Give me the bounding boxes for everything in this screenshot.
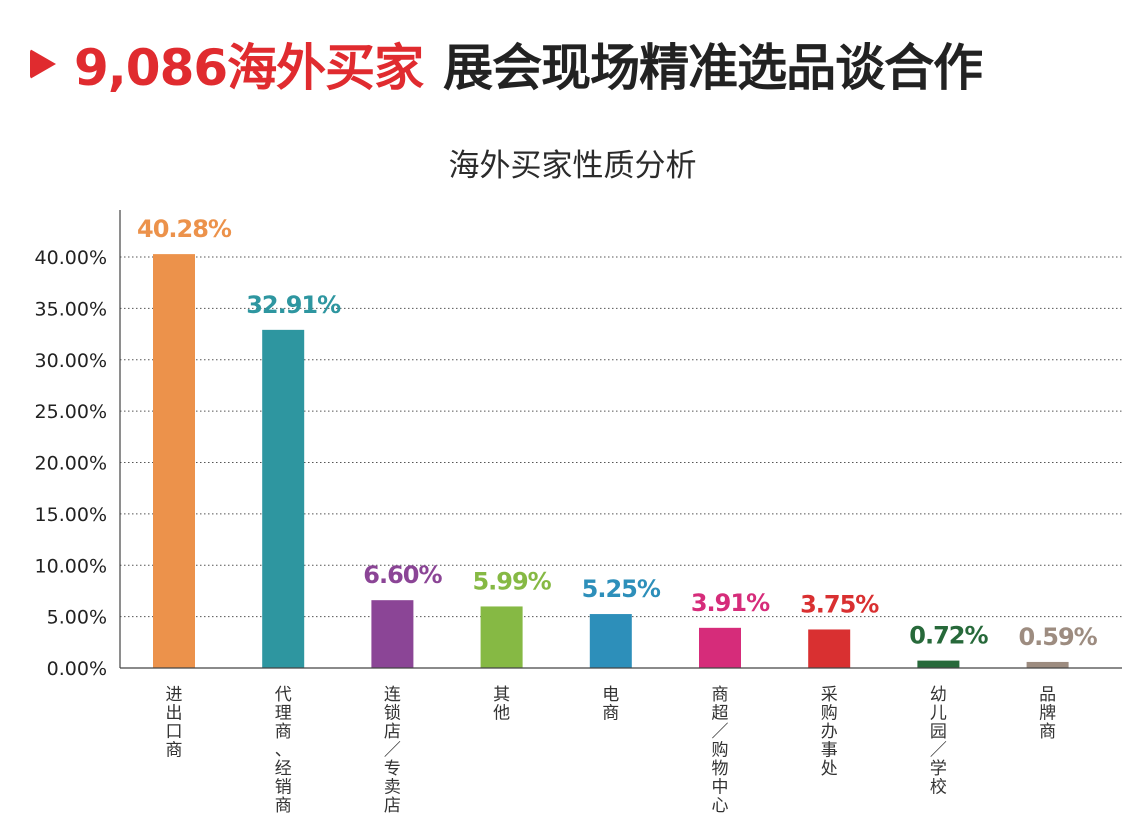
y-tick-label: 15.00%	[35, 504, 107, 526]
x-tick-char: 销	[275, 778, 292, 798]
x-tick-label: 幼儿园／学校	[930, 685, 947, 798]
bar	[1026, 661, 1069, 668]
buyer-count-headline: 9,086海外买家	[74, 39, 424, 97]
x-tick-char: 幼	[930, 685, 947, 705]
bar	[808, 629, 851, 668]
data-label: 3.91%	[691, 589, 770, 617]
x-tick-char: 口	[166, 722, 183, 742]
x-tick-char: 理	[275, 704, 292, 724]
x-tick-char: 商	[275, 722, 292, 742]
data-label: 32.91%	[246, 291, 341, 319]
page-header: 9,086海外买家 展会现场精准选品谈合作	[30, 24, 983, 104]
headline-text: 展会现场精准选品谈合作	[443, 39, 983, 97]
x-tick-char: 商	[712, 685, 729, 705]
x-tick-char: 购	[821, 704, 838, 724]
x-tick-char: 购	[712, 741, 729, 761]
x-tick-char: 采	[821, 685, 838, 705]
x-tick-char: 牌	[1039, 704, 1056, 724]
x-tick-label: 品牌商	[1039, 685, 1056, 742]
bar	[262, 329, 305, 668]
data-label: 40.28%	[137, 215, 232, 243]
y-tick-label: 10.00%	[35, 555, 107, 577]
bar	[589, 614, 632, 668]
chart-title: 海外买家性质分析	[448, 148, 697, 184]
x-tick-char: 物	[712, 759, 729, 779]
data-labels: 40.28% 32.91% 6.60% 5.99% 5.25% 3.91% 3.75% 0.7…	[137, 215, 1099, 651]
bar	[699, 627, 741, 668]
x-tick-char: 连	[384, 685, 401, 705]
x-tick-char: ／	[712, 722, 729, 742]
bar	[371, 600, 414, 668]
x-tick-char: 商	[275, 796, 292, 816]
bar	[917, 660, 960, 668]
x-tick-char: ／	[930, 741, 947, 761]
x-tick-char: 校	[930, 778, 947, 798]
x-tick-label: 其他	[493, 685, 510, 724]
x-tick-label: 电商	[602, 685, 619, 724]
x-tick-char: 出	[166, 704, 183, 724]
x-tick-char: 园	[930, 722, 947, 742]
y-tick-label: 20.00%	[35, 453, 107, 475]
y-axis-ticks: 0.00% 5.00% 10.00% 15.00% 20.00% 25.00% 30.00%…	[35, 247, 107, 680]
data-label: 0.72%	[909, 622, 988, 650]
x-tick-char: 代	[275, 685, 292, 705]
x-tick-char: 店	[384, 796, 401, 816]
x-tick-char: 办	[821, 722, 838, 742]
axes	[119, 210, 1122, 669]
x-tick-char: 锁	[384, 704, 401, 724]
y-tick-label: 35.00%	[35, 298, 107, 320]
x-tick-char: 商	[1039, 722, 1056, 742]
data-label: 5.99%	[472, 567, 551, 595]
x-tick-char: 心	[712, 796, 729, 816]
x-tick-char: 经	[275, 759, 292, 779]
x-tick-char: 店	[384, 722, 401, 742]
x-tick-char: 儿	[930, 704, 947, 724]
x-tick-char: 卖	[384, 778, 401, 798]
data-label: 6.60%	[363, 561, 442, 589]
y-tick-label: 40.00%	[35, 247, 107, 269]
data-label: 5.25%	[582, 575, 661, 603]
x-tick-char: 其	[493, 685, 510, 705]
bar	[153, 254, 195, 669]
x-tick-char: 商	[166, 741, 183, 761]
y-tick-label: 0.00%	[47, 658, 107, 680]
x-tick-char: 电	[602, 685, 619, 705]
x-tick-char: 、	[275, 741, 292, 761]
x-axis-labels: 进出口商代理商、经销商连锁店／专卖店其他电商商超／购物中心采购办事处幼儿园／学校…	[166, 685, 1057, 816]
y-tick-label: 5.00%	[47, 607, 107, 629]
bar	[480, 606, 523, 668]
x-tick-char: 中	[712, 778, 729, 798]
x-tick-char: 事	[821, 741, 838, 761]
x-tick-char: ／	[384, 741, 401, 761]
x-tick-char: 处	[821, 759, 838, 779]
x-tick-label: 连锁店／专卖店	[384, 685, 401, 816]
x-tick-char: 专	[384, 759, 401, 779]
data-label: 3.75%	[800, 590, 879, 618]
x-tick-char: 进	[166, 685, 183, 705]
x-tick-char: 超	[712, 704, 729, 724]
x-tick-char: 他	[493, 704, 510, 724]
data-label: 0.59%	[1018, 623, 1097, 651]
x-tick-char: 品	[1039, 685, 1056, 705]
play-icon	[30, 49, 56, 79]
y-tick-label: 25.00%	[35, 401, 107, 423]
x-tick-char: 商	[602, 704, 619, 724]
y-tick-label: 30.00%	[35, 350, 107, 372]
x-tick-char: 学	[930, 759, 947, 779]
x-tick-label: 代理商、经销商	[275, 685, 292, 816]
bars	[153, 254, 1069, 669]
